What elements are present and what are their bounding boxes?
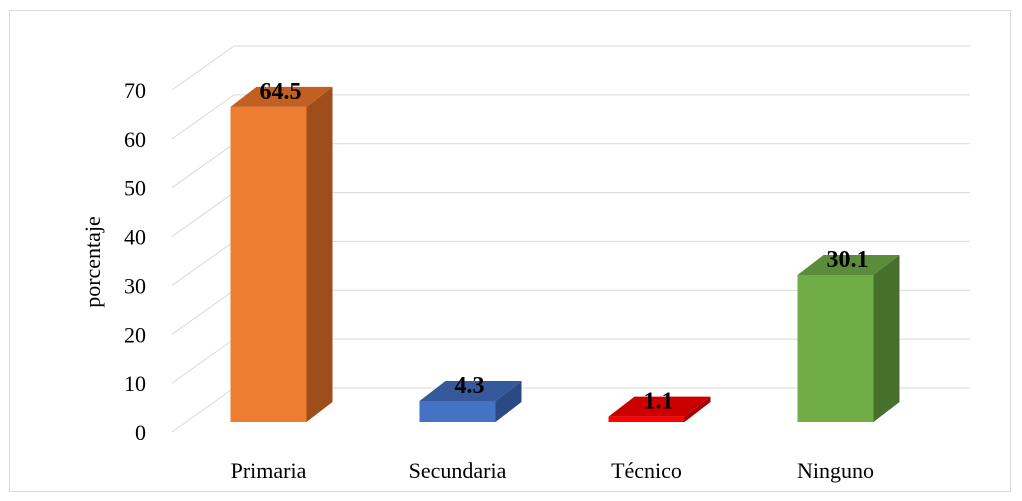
gridline-depth bbox=[171, 387, 235, 433]
gridline-depth bbox=[171, 94, 235, 140]
x-category-label: Secundaria bbox=[409, 458, 507, 483]
data-label: 4.3 bbox=[455, 373, 485, 399]
gridline-depth bbox=[171, 241, 235, 286]
y-tick-label: 70 bbox=[124, 78, 146, 103]
gridline-depth bbox=[171, 143, 235, 189]
bar bbox=[797, 254, 900, 422]
bar-side bbox=[684, 396, 711, 422]
gridline-depth bbox=[171, 192, 235, 237]
data-label: 1.1 bbox=[644, 389, 674, 415]
bars-layer bbox=[230, 86, 900, 422]
gridline-depth bbox=[171, 338, 235, 384]
y-tick-label: 40 bbox=[124, 225, 146, 250]
bar-front bbox=[419, 400, 496, 422]
bar-front bbox=[797, 274, 874, 422]
bar-side bbox=[495, 380, 522, 422]
bar-side bbox=[873, 254, 900, 422]
bar bbox=[608, 396, 711, 422]
y-tick-label: 0 bbox=[135, 420, 146, 445]
data-label: 30.1 bbox=[827, 247, 869, 273]
data-labels: 64.5 4.3 1.1 30.1 bbox=[260, 79, 869, 415]
y-axis-ticks: 0 10 20 30 40 50 60 70 bbox=[124, 78, 146, 445]
y-tick-label: 60 bbox=[124, 127, 146, 152]
bar-top bbox=[797, 254, 900, 275]
x-category-label: Ninguno bbox=[797, 458, 874, 483]
gridline-depth bbox=[171, 45, 235, 91]
bar-top bbox=[608, 396, 711, 417]
bar-front bbox=[230, 106, 307, 422]
y-tick-label: 30 bbox=[124, 273, 146, 298]
y-tick-label: 50 bbox=[124, 176, 146, 201]
x-category-label: Primaria bbox=[231, 458, 307, 483]
y-tick-label: 10 bbox=[124, 371, 146, 396]
data-label: 64.5 bbox=[260, 79, 302, 105]
x-category-label: Técnico bbox=[611, 458, 682, 483]
bar bbox=[419, 380, 522, 422]
x-axis-categories: Primaria Secundaria Técnico Ninguno bbox=[231, 458, 874, 483]
bar-top bbox=[419, 380, 522, 401]
bar bbox=[230, 86, 333, 422]
gridline-depth bbox=[171, 289, 235, 335]
bar-front bbox=[608, 416, 685, 422]
y-tick-label: 20 bbox=[124, 322, 146, 347]
y-axis-label: porcentaje bbox=[80, 216, 105, 308]
bar-side bbox=[306, 86, 333, 422]
bar-top bbox=[230, 86, 333, 107]
